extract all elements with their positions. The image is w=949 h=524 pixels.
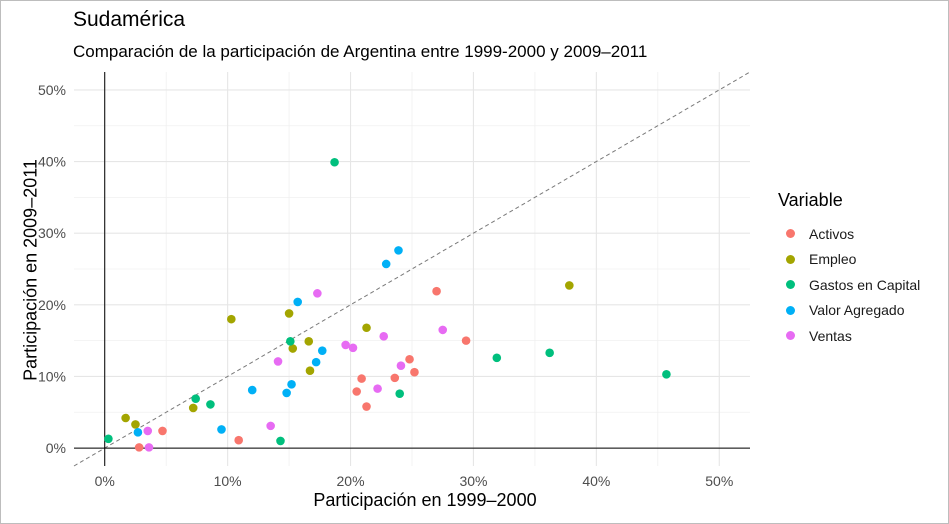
point-activos: [352, 387, 361, 396]
point-empleo: [284, 309, 294, 318]
y-tick-label: 30%: [38, 225, 66, 241]
point-activos: [357, 374, 366, 383]
point-ventas: [341, 340, 350, 350]
point-gastos-en-capital: [191, 394, 200, 403]
point-valor-agregado: [247, 385, 257, 395]
chart-title: Sudamérica: [73, 8, 186, 31]
axis-layer: [74, 72, 750, 466]
point-empleo: [227, 314, 236, 324]
point-activos: [461, 336, 471, 345]
point-activos: [158, 426, 167, 436]
y-tick-label: 10%: [38, 368, 66, 384]
legend-item-ventas: Ventas: [778, 323, 920, 349]
point-ventas: [379, 332, 389, 341]
y-tick-label: 50%: [38, 82, 66, 98]
point-ventas: [273, 357, 283, 366]
point-empleo: [305, 366, 315, 376]
point-empleo: [304, 337, 314, 346]
legend-label-valor-agregado: Valor Agregado: [809, 302, 905, 319]
point-empleo: [121, 413, 130, 423]
point-valor-agregado: [133, 428, 143, 437]
legend-key-ventas: [786, 331, 795, 341]
legend-key-gastos-en-capital: [786, 280, 795, 290]
point-activos: [410, 367, 419, 377]
point-activos: [432, 286, 441, 296]
point-activos: [362, 402, 371, 411]
x-tick-label: 20%: [337, 473, 365, 489]
point-valor-agregado: [287, 380, 296, 389]
point-ventas: [143, 426, 153, 436]
point-gastos-en-capital: [492, 353, 502, 363]
legend-label-empleo: Empleo: [809, 251, 857, 268]
point-gastos-en-capital: [104, 434, 113, 444]
point-activos: [234, 435, 243, 445]
tick-labels: 0% 10% 20% 30% 40% 50% 0% 10% 20% 30% 40% 50%: [38, 82, 733, 489]
legend-item-activos: Activos: [778, 221, 920, 247]
y-tick-label: 40%: [38, 154, 66, 170]
point-valor-agregado: [217, 425, 226, 434]
point-empleo: [188, 403, 198, 413]
data-points: [104, 157, 671, 452]
y-tick-label: 0%: [46, 440, 66, 456]
reference-layer: [73, 71, 751, 467]
point-gastos-en-capital: [206, 400, 215, 409]
grid-minor: [74, 72, 750, 466]
point-gastos-en-capital: [662, 370, 671, 379]
x-tick-label: 10%: [214, 473, 242, 489]
legend-key-valor-agregado: [786, 305, 795, 315]
legend-item-empleo: Empleo: [778, 247, 920, 273]
point-valor-agregado: [311, 357, 321, 367]
legend-item-valor-agregado: Valor Agregado: [778, 298, 920, 324]
point-valor-agregado: [394, 246, 403, 255]
point-ventas: [373, 384, 382, 393]
point-empleo: [131, 420, 140, 429]
point-empleo: [362, 323, 371, 333]
point-ventas: [438, 325, 448, 335]
chart-subtitle: Comparación de la participación de Argen…: [73, 42, 648, 61]
point-ventas: [266, 421, 275, 431]
legend-key-activos: [786, 229, 795, 239]
point-ventas: [313, 289, 322, 298]
point-valor-agregado: [282, 388, 291, 398]
point-gastos-en-capital: [330, 157, 339, 167]
x-tick-label: 30%: [459, 473, 487, 489]
point-gastos-en-capital: [395, 389, 405, 398]
legend-label-activos: Activos: [809, 225, 855, 242]
point-activos: [405, 354, 414, 364]
point-valor-agregado: [293, 297, 302, 307]
point-ventas: [348, 343, 358, 353]
point-valor-agregado: [381, 259, 391, 269]
x-tick-label: 40%: [582, 473, 610, 489]
point-gastos-en-capital: [545, 348, 554, 358]
y-tick-label: 20%: [38, 297, 66, 313]
point-ventas: [396, 361, 406, 371]
point-gastos-en-capital: [286, 337, 295, 346]
legend-item-gastos-en-capital: Gastos en Capital: [778, 272, 920, 298]
legend: Variable Activos Empleo Gastos en Capital V…: [778, 190, 920, 349]
point-activos: [390, 373, 400, 383]
legend-label-ventas: Ventas: [809, 327, 852, 344]
x-tick-label: 0%: [95, 473, 115, 489]
point-ventas: [144, 443, 154, 452]
point-valor-agregado: [317, 346, 327, 355]
x-tick-label: 50%: [705, 473, 733, 489]
legend-label-gastos-en-capital: Gastos en Capital: [809, 276, 921, 293]
point-empleo: [288, 344, 298, 353]
y-axis-label: Participación en 2009–2011: [20, 159, 41, 381]
legend-items: Activos Empleo Gastos en Capital Valor Agre…: [778, 221, 920, 349]
point-activos: [134, 443, 144, 452]
x-axis-label: Participación en 1999–2000: [313, 490, 537, 510]
reference-line: [73, 71, 751, 467]
legend-key-empleo: [786, 254, 795, 264]
legend-title: Variable: [778, 190, 843, 210]
point-empleo: [565, 281, 574, 290]
point-gastos-en-capital: [276, 436, 285, 446]
